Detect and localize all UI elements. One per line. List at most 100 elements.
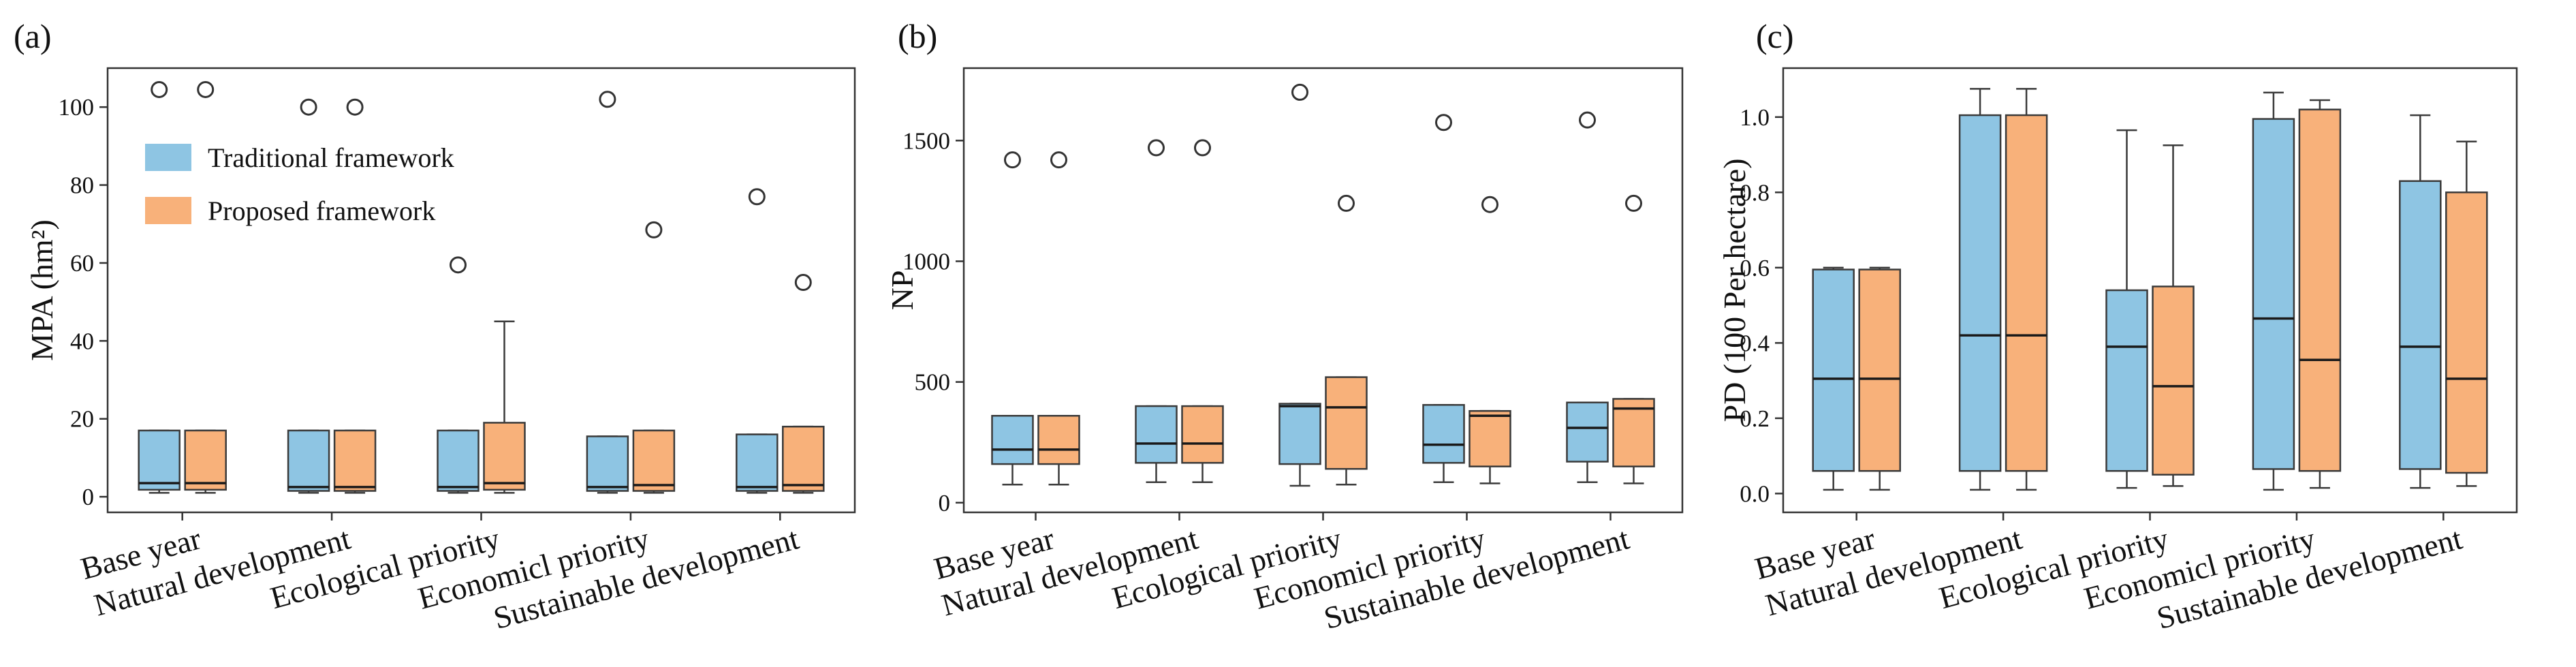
panel-label: (b)	[898, 17, 937, 55]
outlier-point	[1148, 139, 1165, 157]
y-tick-label: 0.0	[1740, 480, 1770, 507]
proposed-box	[483, 320, 526, 494]
proposed-box	[1612, 194, 1655, 484]
traditional-box	[1422, 114, 1465, 483]
y-tick-label: 1000	[902, 248, 950, 275]
iqr-box	[991, 415, 1034, 465]
outlier-point	[1435, 114, 1452, 131]
iqr-box	[1325, 376, 1368, 470]
iqr-box	[2399, 180, 2442, 470]
y-tick-label: 80	[70, 172, 94, 199]
y-tick-label: 1500	[902, 127, 950, 154]
iqr-box	[586, 435, 629, 492]
traditional-box	[1278, 83, 1321, 487]
iqr-box	[1422, 404, 1465, 464]
iqr-box	[736, 433, 779, 492]
y-tick-label: 40	[70, 328, 94, 354]
outlier-point	[1050, 151, 1067, 169]
traditional-box	[1958, 88, 2002, 491]
outlier-point	[1338, 194, 1355, 212]
legend-swatch	[145, 144, 191, 171]
proposed-box	[1181, 139, 1224, 483]
y-tick-label: 100	[59, 94, 95, 121]
iqr-box	[2005, 114, 2048, 472]
outlier-point	[346, 98, 364, 116]
proposed-box	[333, 98, 377, 494]
proposed-box	[632, 221, 676, 494]
traditional-box	[138, 80, 180, 494]
legend-swatch	[145, 197, 191, 224]
y-tick-label: 0	[939, 490, 951, 516]
traditional-box	[1566, 111, 1609, 483]
y-axis-label: NP	[885, 270, 920, 311]
iqr-box	[632, 429, 676, 492]
iqr-box	[1278, 403, 1321, 465]
outlier-point	[1625, 194, 1642, 212]
legend: Traditional framework Proposed framework	[145, 142, 454, 226]
proposed-box	[782, 274, 825, 494]
y-tick-label: 0	[82, 484, 95, 510]
iqr-box	[782, 425, 825, 492]
outlier-point	[1004, 151, 1021, 169]
traditional-box	[287, 98, 330, 494]
proposed-box	[184, 80, 227, 494]
traditional-box	[1812, 266, 1855, 491]
proposed-box	[2152, 144, 2195, 487]
y-tick-label: 20	[70, 406, 94, 433]
outlier-point	[197, 80, 215, 98]
legend-label: Traditional framework	[208, 142, 454, 173]
iqr-box	[1135, 405, 1178, 464]
iqr-box	[1812, 268, 1855, 472]
iqr-box	[333, 429, 377, 492]
iqr-box	[1958, 114, 2002, 472]
legend-label: Proposed framework	[208, 196, 435, 226]
iqr-box	[2445, 191, 2488, 474]
y-tick-label: 500	[915, 369, 951, 396]
y-axis-label: MPA (hm²)	[25, 219, 59, 361]
outlier-point	[1481, 196, 1498, 213]
iqr-box	[2252, 118, 2295, 470]
traditional-box	[2252, 91, 2295, 491]
outlier-point	[794, 274, 812, 292]
iqr-box	[184, 429, 227, 491]
y-tick-label: 60	[70, 250, 94, 277]
outlier-point	[1579, 111, 1596, 129]
traditional-box	[2399, 114, 2442, 489]
traditional-box	[586, 91, 629, 494]
iqr-box	[483, 422, 526, 491]
outlier-point	[748, 188, 766, 206]
proposed-box	[1037, 151, 1080, 486]
proposed-box	[1468, 196, 1511, 484]
y-axis-label: PD (100 Per hectare)	[1717, 158, 1752, 422]
proposed-box	[1858, 266, 1901, 491]
outlier-point	[599, 91, 616, 108]
proposed-box	[2298, 99, 2342, 489]
iqr-box	[2105, 289, 2148, 472]
iqr-box	[1858, 268, 1901, 472]
traditional-box	[2105, 129, 2148, 489]
y-tick-label: 0.2	[1740, 405, 1770, 432]
outlier-point	[645, 221, 663, 238]
y-tick-label: 0.4	[1740, 330, 1770, 356]
iqr-box	[138, 429, 180, 491]
outlier-point	[450, 256, 467, 274]
y-tick-label: 0.6	[1740, 255, 1770, 281]
iqr-box	[1181, 405, 1224, 464]
iqr-box	[1612, 398, 1655, 467]
iqr-box	[1468, 409, 1511, 467]
iqr-box	[1566, 401, 1609, 463]
traditional-box	[1135, 139, 1178, 483]
y-tick-label: 0.8	[1740, 179, 1770, 206]
proposed-box	[2005, 88, 2048, 491]
traditional-box	[437, 256, 480, 494]
traditional-box	[736, 188, 779, 494]
iqr-box	[287, 429, 330, 492]
panel-label: (a)	[14, 17, 52, 55]
y-tick-label: 1.0	[1740, 104, 1770, 131]
outlier-point	[300, 98, 317, 116]
chart-panel-3: (c) 0.0 0.2 0.4 0.6 0.8 1.0 PD (100 Per hectare…	[1717, 17, 2518, 636]
traditional-box	[991, 151, 1034, 486]
